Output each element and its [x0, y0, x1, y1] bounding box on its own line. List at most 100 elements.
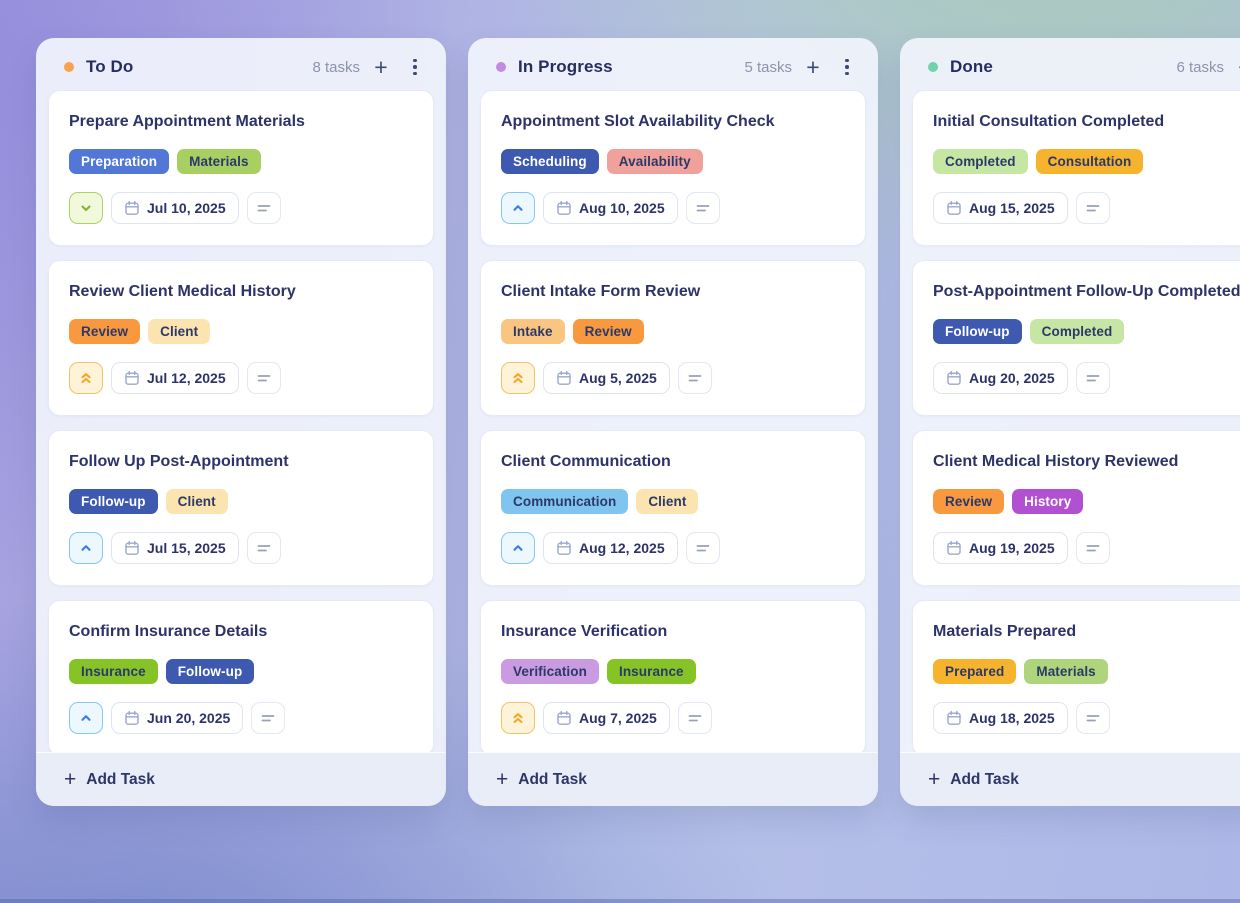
- card-meta: Aug 5, 2025: [501, 362, 845, 394]
- due-date-chip[interactable]: Jun 20, 2025: [111, 702, 244, 734]
- plus-icon: +: [496, 768, 509, 791]
- due-date-chip[interactable]: Aug 18, 2025: [933, 702, 1068, 734]
- description-chip[interactable]: [246, 362, 281, 394]
- due-date-label: Aug 15, 2025: [969, 200, 1055, 216]
- task-card[interactable]: Client Intake Form Review Intake Review …: [480, 260, 866, 416]
- task-title: Confirm Insurance Details: [69, 623, 268, 640]
- tag-list: Communication Client: [501, 489, 845, 514]
- description-chip[interactable]: [677, 362, 712, 394]
- add-card-button[interactable]: +: [800, 54, 826, 80]
- column-menu-button[interactable]: [834, 54, 860, 80]
- add-task-button[interactable]: + Add Task: [36, 752, 446, 806]
- tag: Follow-up: [165, 659, 255, 684]
- description-chip[interactable]: [685, 192, 720, 224]
- task-card[interactable]: Client Medical History Reviewed Review H…: [912, 430, 1240, 586]
- add-card-button[interactable]: +: [368, 54, 394, 80]
- description-icon: [688, 715, 702, 722]
- description-chip[interactable]: [246, 192, 281, 224]
- card-meta: Jul 12, 2025: [69, 362, 413, 394]
- due-date-chip[interactable]: Aug 7, 2025: [543, 702, 670, 734]
- card-meta: Aug 15, 2025: [933, 192, 1240, 224]
- column-header: To Do 8 tasks +: [36, 38, 446, 90]
- task-card[interactable]: Follow Up Post-Appointment Follow-up Cli…: [48, 430, 434, 586]
- description-chip[interactable]: [246, 532, 281, 564]
- due-date-chip[interactable]: Jul 15, 2025: [111, 532, 239, 564]
- add-card-button[interactable]: +: [1232, 54, 1240, 80]
- priority-high-chip[interactable]: [501, 702, 535, 734]
- task-card[interactable]: Insurance Verification Verification Insu…: [480, 600, 866, 752]
- calendar-icon: [947, 710, 961, 725]
- tag-list: Review History: [933, 489, 1240, 514]
- column-done: Done 6 tasks + Initial Consultation Comp…: [900, 38, 1240, 806]
- due-date-label: Jul 12, 2025: [147, 370, 226, 386]
- description-chip[interactable]: [251, 702, 286, 734]
- tag-list: Completed Consultation: [933, 149, 1240, 174]
- tag: Follow-up: [933, 319, 1022, 344]
- description-chip[interactable]: [685, 532, 720, 564]
- card-meta: Aug 10, 2025: [501, 192, 845, 224]
- due-date-chip[interactable]: Aug 12, 2025: [543, 532, 678, 564]
- task-card[interactable]: Client Communication Communication Clien…: [480, 430, 866, 586]
- task-card[interactable]: Post-Appointment Follow-Up Completed Fol…: [912, 260, 1240, 416]
- calendar-icon: [125, 370, 139, 385]
- kanban-board: To Do 8 tasks + Prepare Appointment Mate…: [36, 38, 1240, 806]
- due-date-chip[interactable]: Aug 5, 2025: [543, 362, 670, 394]
- due-date-chip[interactable]: Aug 20, 2025: [933, 362, 1068, 394]
- double-chevron-up-icon: [513, 713, 523, 724]
- column-header: In Progress 5 tasks +: [468, 38, 878, 90]
- plus-icon: +: [64, 768, 77, 791]
- description-icon: [1086, 715, 1100, 722]
- tag: Communication: [501, 489, 629, 514]
- description-chip[interactable]: [1075, 702, 1110, 734]
- tag: Consultation: [1035, 149, 1144, 174]
- priority-medium-chip[interactable]: [501, 192, 535, 224]
- task-title: Post-Appointment Follow-Up Completed: [933, 283, 1240, 300]
- description-chip[interactable]: [677, 702, 712, 734]
- due-date-label: Aug 20, 2025: [969, 370, 1055, 386]
- due-date-chip[interactable]: Aug 15, 2025: [933, 192, 1068, 224]
- tag-list: Prepared Materials: [933, 659, 1240, 684]
- description-chip[interactable]: [1075, 192, 1110, 224]
- add-task-button[interactable]: + Add Task: [900, 752, 1240, 806]
- priority-medium-chip[interactable]: [69, 702, 103, 734]
- priority-medium-chip[interactable]: [69, 532, 103, 564]
- card-meta: Jun 20, 2025: [69, 702, 413, 734]
- due-date-chip[interactable]: Jul 12, 2025: [111, 362, 239, 394]
- task-card[interactable]: Initial Consultation Completed Completed…: [912, 90, 1240, 246]
- due-date-chip[interactable]: Aug 10, 2025: [543, 192, 678, 224]
- description-chip[interactable]: [1075, 362, 1110, 394]
- calendar-icon: [947, 200, 961, 215]
- card-meta: Aug 20, 2025: [933, 362, 1240, 394]
- task-card[interactable]: Confirm Insurance Details Insurance Foll…: [48, 600, 434, 752]
- description-chip[interactable]: [1075, 532, 1110, 564]
- due-date-label: Jun 20, 2025: [147, 710, 231, 726]
- priority-medium-chip[interactable]: [501, 532, 535, 564]
- priority-high-chip[interactable]: [501, 362, 535, 394]
- due-date-chip[interactable]: Aug 19, 2025: [933, 532, 1068, 564]
- tag-list: Intake Review: [501, 319, 845, 344]
- calendar-icon: [125, 540, 139, 555]
- due-date-label: Jul 15, 2025: [147, 540, 226, 556]
- tag-list: Verification Insurance: [501, 659, 845, 684]
- tag: Review: [572, 319, 644, 344]
- description-icon: [1086, 375, 1100, 382]
- task-card[interactable]: Prepare Appointment Materials Preparatio…: [48, 90, 434, 246]
- task-card[interactable]: Review Client Medical History Review Cli…: [48, 260, 434, 416]
- card-list: Appointment Slot Availability Check Sche…: [468, 90, 878, 752]
- add-task-button[interactable]: + Add Task: [468, 752, 878, 806]
- task-count: 6 tasks: [1176, 58, 1224, 76]
- task-count: 8 tasks: [312, 58, 360, 76]
- card-meta: Jul 10, 2025: [69, 192, 413, 224]
- column-title: To Do: [86, 57, 134, 76]
- due-date-chip[interactable]: Jul 10, 2025: [111, 192, 239, 224]
- task-card[interactable]: Materials Prepared Prepared Materials Au…: [912, 600, 1240, 752]
- card-meta: Jul 15, 2025: [69, 532, 413, 564]
- add-task-label: Add Task: [518, 770, 587, 788]
- task-card[interactable]: Appointment Slot Availability Check Sche…: [480, 90, 866, 246]
- priority-high-chip[interactable]: [69, 362, 103, 394]
- description-icon: [1086, 205, 1100, 212]
- column-menu-button[interactable]: [402, 54, 428, 80]
- priority-low-chip[interactable]: [69, 192, 103, 224]
- description-icon: [257, 205, 271, 212]
- calendar-icon: [947, 370, 961, 385]
